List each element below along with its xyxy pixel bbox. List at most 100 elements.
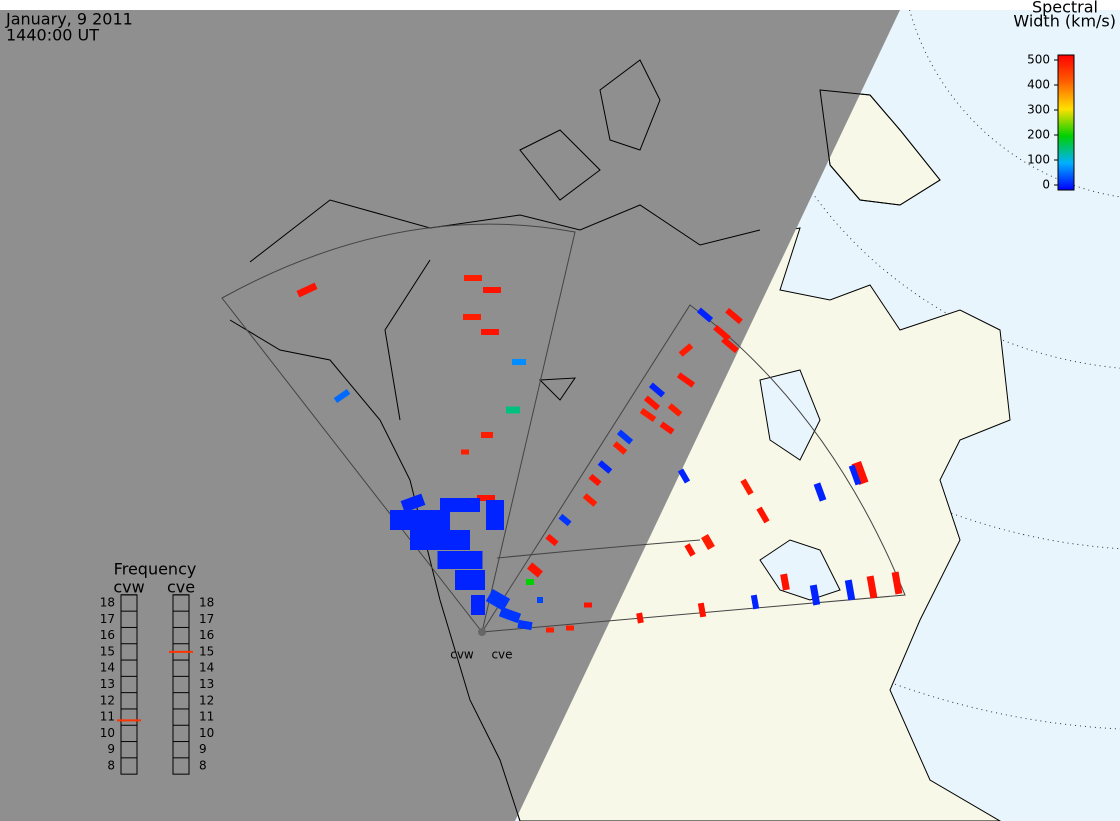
echo: [677, 468, 691, 484]
echo: [498, 606, 522, 624]
echo: [333, 388, 351, 404]
frequency-tick-label: 15: [199, 644, 214, 658]
echo: [676, 372, 696, 388]
echo: [481, 432, 493, 438]
frequency-tick-label: 16: [199, 628, 214, 642]
colorbar-title: Width (km/s): [1013, 12, 1116, 31]
frequency-tick-label: 12: [199, 693, 214, 707]
frequency-tick-label: 17: [199, 612, 214, 626]
echo: [701, 533, 715, 551]
echo: [851, 460, 869, 486]
echo: [684, 543, 696, 557]
frequency-tick-label: 17: [100, 612, 115, 626]
echo: [597, 460, 613, 474]
date: January, 9 2011: [5, 10, 133, 29]
radar-site: [478, 628, 486, 636]
top-strip: [0, 0, 1120, 10]
echo: [725, 307, 743, 325]
echo: [526, 579, 534, 585]
frequency-tick-label: 14: [100, 661, 115, 675]
colorbar-tick-label: 400: [1027, 78, 1050, 92]
echo: [648, 382, 666, 398]
echo: [440, 498, 480, 512]
colorbar-ticks: 0 100 200 300 400 500: [1027, 53, 1058, 192]
echo: [813, 482, 827, 502]
echo: [696, 307, 714, 323]
echo: [506, 406, 520, 414]
frequency-tick-label: 18: [100, 596, 115, 610]
echo: [558, 513, 572, 527]
echo: [780, 573, 790, 591]
frequency-tick-label: 9: [199, 742, 207, 756]
colorbar-tick-label: 500: [1027, 53, 1050, 67]
frequency-radar: cve: [167, 578, 195, 597]
colorbar-tick-label: 100: [1027, 153, 1050, 167]
echo: [512, 359, 526, 365]
echo: [486, 500, 504, 530]
colorbar-title: Spectral: [1032, 0, 1098, 17]
frequency-tick-label: 13: [199, 677, 214, 691]
echo: [891, 571, 903, 595]
frequency-tick-label: 12: [100, 693, 115, 707]
echo: [464, 275, 482, 281]
echo: [678, 343, 694, 357]
echo: [410, 530, 470, 550]
colorbar-tick-label: 300: [1027, 103, 1050, 117]
frequency-tick-label: 18: [199, 596, 214, 610]
echo: [616, 429, 634, 445]
echo: [461, 449, 469, 455]
echo: [483, 287, 501, 293]
frequency-tick-label: 11: [100, 710, 115, 724]
echo: [477, 495, 495, 501]
echo: [537, 597, 543, 603]
echo: [697, 602, 707, 618]
echo: [455, 570, 485, 590]
echo: [437, 551, 483, 569]
frequency-tick-label: 11: [199, 710, 214, 724]
time: 1440:00 UT: [6, 26, 99, 45]
echo: [566, 625, 574, 631]
site-label: cvw: [450, 648, 474, 662]
echo: [296, 282, 318, 298]
echo: [756, 506, 770, 524]
frequency-tick-label: 8: [107, 759, 115, 773]
echo: [463, 314, 481, 320]
frequency-panel: 8 9 10 11 12 13 14 15 16 17 18 8 9 10 11 12 13 14 15 16 17 18: [100, 594, 214, 775]
frequency-tick-label: 13: [100, 677, 115, 691]
site-label: cve: [491, 648, 512, 662]
colorbar: [1057, 54, 1075, 191]
echo: [713, 324, 731, 342]
echo: [740, 478, 754, 496]
frequency-tick-label: 16: [100, 628, 115, 642]
echo: [584, 602, 592, 608]
echo: [659, 421, 675, 435]
echo: [582, 493, 598, 507]
echo: [667, 403, 683, 417]
frequency-tick-label: 9: [107, 742, 115, 756]
echo: [390, 510, 450, 530]
echo: [866, 575, 878, 599]
coastlines: [229, 59, 941, 821]
echo: [545, 533, 559, 547]
frequency-radar: cvw: [113, 578, 144, 597]
echo: [517, 619, 533, 631]
echo: [844, 579, 856, 601]
echo: [485, 588, 511, 612]
echo: [848, 464, 862, 486]
frequency-tick-label: 14: [199, 661, 214, 675]
colorbar-tick-label: 0: [1042, 178, 1050, 192]
echo: [636, 612, 644, 624]
echo: [750, 594, 760, 610]
frequency-title: Frequency: [114, 560, 197, 579]
echo: [471, 595, 485, 615]
echo: [481, 329, 499, 335]
frequency-tick-label: 10: [100, 726, 115, 740]
echo: [809, 584, 821, 606]
night-region: [0, 10, 900, 821]
echoes: [296, 275, 903, 633]
frequency-tick-label: 10: [199, 726, 214, 740]
echo: [588, 473, 602, 487]
colorbar-tick-label: 200: [1027, 128, 1050, 142]
